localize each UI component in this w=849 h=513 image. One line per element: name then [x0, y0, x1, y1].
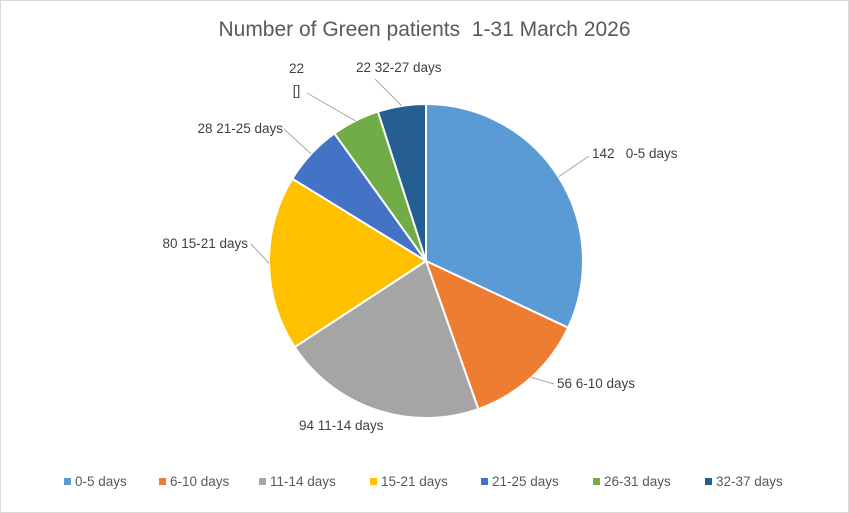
- legend-label: 15-21 days: [381, 474, 448, 489]
- data-label: 22 []: [289, 61, 305, 98]
- pie-slice: [425, 102, 584, 330]
- pie-slice: [424, 259, 570, 411]
- legend-marker: [159, 478, 166, 485]
- legend-marker: [64, 478, 71, 485]
- pie-slice: [268, 177, 428, 349]
- leader-line: [374, 78, 403, 107]
- data-label: 56 6-10 days: [557, 376, 636, 391]
- legend-label: 21-25 days: [492, 474, 559, 489]
- pie-slice: [293, 259, 480, 419]
- leader-line: [250, 243, 270, 264]
- legend-marker: [259, 478, 266, 485]
- data-label: 142 0-5 days: [592, 146, 678, 161]
- data-label: 22 32-27 days: [356, 60, 442, 75]
- legend-label: 0-5 days: [75, 474, 127, 489]
- leader-line: [531, 376, 555, 385]
- legend-marker: [705, 478, 712, 485]
- legend-marker: [481, 478, 488, 485]
- chart-title: Number of Green patients 1-31 March 2026: [218, 18, 631, 41]
- legend-label: 6-10 days: [170, 474, 230, 489]
- legend-label: 26-31 days: [604, 474, 671, 489]
- leader-line: [306, 92, 356, 122]
- legend-label: 32-37 days: [716, 474, 783, 489]
- data-label: 94 11-14 days: [299, 418, 384, 433]
- data-label: 80 15-21 days: [162, 236, 248, 251]
- legend-marker: [593, 478, 600, 485]
- pie-slice: [376, 102, 427, 262]
- leader-line: [283, 128, 312, 155]
- legend-label: 11-14 days: [270, 474, 336, 489]
- leader-line: [558, 155, 590, 178]
- data-label: 28 21-25 days: [197, 121, 283, 136]
- legend-marker: [370, 478, 377, 485]
